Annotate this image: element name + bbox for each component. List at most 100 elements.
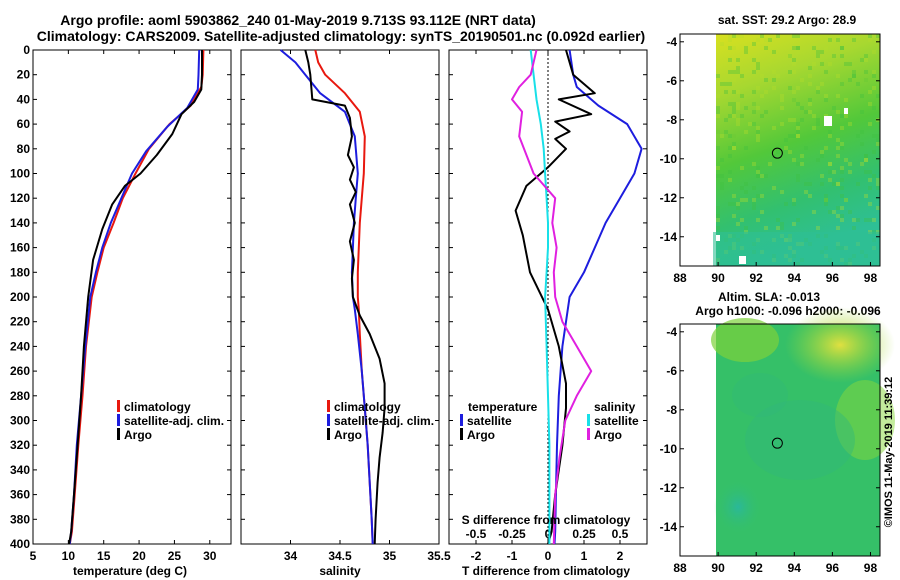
x-tick-label: 15 (97, 549, 111, 563)
s-tick-label: -0.25 (498, 527, 526, 541)
series-line-sat_s (529, 49, 551, 544)
sst-map-field (713, 34, 880, 266)
y-tick-label: 100 (10, 167, 30, 181)
y-tick-label: 400 (10, 537, 30, 551)
difference-legend: temperature satellite Argo salinity sate… (460, 400, 639, 442)
legend-label-satellite: satellite-adj. clim. (124, 414, 224, 428)
map-x-tick-label: 90 (711, 271, 725, 285)
legend-label-t-argo: Argo (467, 428, 495, 442)
x-tick-label: 2 (617, 549, 624, 563)
legend-swatch-climatology (327, 400, 330, 412)
missing-data-patch (716, 235, 720, 241)
s-tick-label: 0.5 (612, 527, 629, 541)
series-line-satellite (279, 49, 374, 545)
argo-position-marker (771, 437, 783, 449)
missing-data-patch (844, 108, 848, 114)
figure-title-line2: Climatology: CARS2009. Satellite-adjuste… (37, 28, 645, 44)
y-tick-label: 0 (23, 43, 30, 57)
map-x-tick-label: 98 (864, 561, 878, 575)
y-tick-label: 120 (10, 191, 30, 205)
legend-swatch-s-argo (587, 428, 590, 440)
sst-map-title: sat. SST: 29.2 Argo: 28.9 (718, 13, 857, 27)
y-tick-label: 220 (10, 315, 30, 329)
legend-label-t-satellite: satellite (467, 414, 512, 428)
legend-swatch-argo (327, 428, 330, 440)
t-difference-axis-label: T difference from climatology (462, 564, 630, 578)
map-y-tick-label: -14 (660, 230, 678, 244)
x-tick-label: 35 (383, 549, 397, 563)
y-tick-label: 160 (10, 241, 30, 255)
map-x-tick-label: 88 (673, 271, 687, 285)
x-tick-label: 20 (132, 549, 146, 563)
map-y-tick-label: -10 (660, 152, 678, 166)
y-tick-label: 180 (10, 265, 30, 279)
y-tick-label: 140 (10, 216, 30, 230)
series-line-climatology (314, 49, 374, 545)
legend-swatch-t-argo (460, 428, 463, 440)
y-tick-label: 300 (10, 414, 30, 428)
map-x-tick-label: 94 (788, 561, 802, 575)
legend-label-climatology: climatology (124, 400, 191, 414)
sla-map-title: Altim. SLA: -0.013 (718, 290, 820, 304)
x-tick-label: -2 (471, 549, 482, 563)
x-tick-label: 30 (203, 549, 217, 563)
map-x-tick-label: 96 (826, 271, 840, 285)
y-tick-label: 240 (10, 339, 30, 353)
map-y-tick-label: -4 (666, 325, 677, 339)
s-difference-axis-label: S difference from climatology (462, 513, 631, 527)
map-y-tick-label: -8 (666, 403, 677, 417)
map-x-tick-label: 92 (750, 271, 764, 285)
y-tick-label: 200 (10, 290, 30, 304)
legend-label-s-argo: Argo (594, 428, 622, 442)
y-tick-label: 280 (10, 389, 30, 403)
x-tick-label: 35.5 (427, 549, 451, 563)
missing-data-patch (739, 256, 746, 264)
map-x-tick-label: 98 (864, 271, 878, 285)
x-tick-label: 0 (545, 549, 552, 563)
legend-label-climatology: climatology (334, 400, 401, 414)
map-x-tick-label: 88 (673, 561, 687, 575)
map-x-tick-label: 92 (750, 561, 764, 575)
legend-label-argo: Argo (334, 428, 362, 442)
legend-swatch-satellite (327, 414, 330, 426)
y-tick-label: 80 (17, 142, 31, 156)
series-line-argo (304, 49, 386, 545)
series-line-satellite (553, 49, 643, 545)
difference-panel-frame (448, 49, 648, 545)
salinity-legend: climatology satellite-adj. clim. Argo (327, 400, 434, 442)
temperature-axis-label: temperature (deg C) (73, 564, 187, 578)
x-tick-label: 1 (581, 549, 588, 563)
map-y-tick-label: -12 (660, 191, 678, 205)
legend-swatch-t-satellite (460, 414, 463, 426)
y-tick-label: 360 (10, 488, 30, 502)
salinity-panel-frame (240, 49, 440, 545)
map-y-tick-label: -6 (666, 74, 677, 88)
x-tick-label: 34 (284, 549, 298, 563)
x-tick-label: 25 (168, 549, 182, 563)
map-y-tick-label: -10 (660, 442, 678, 456)
legend-swatch-satellite (117, 414, 120, 426)
salinity-axis-label: salinity (319, 564, 361, 578)
figure-title-line1: Argo profile: aoml 5903862_240 01-May-20… (60, 12, 535, 28)
map-y-tick-label: -4 (666, 35, 677, 49)
legend-swatch-climatology (117, 400, 120, 412)
argo-position-marker (771, 147, 783, 159)
x-tick-label: 5 (30, 549, 37, 563)
legend-label-s-satellite: satellite (594, 414, 639, 428)
sst-map-frame (679, 33, 881, 267)
map-x-tick-label: 90 (711, 561, 725, 575)
y-tick-label: 40 (17, 92, 31, 106)
x-tick-label: 34.5 (328, 549, 352, 563)
temperature-legend: climatology satellite-adj. clim. Argo (117, 400, 224, 442)
missing-data-patch (824, 116, 832, 126)
y-tick-label: 60 (17, 117, 31, 131)
map-x-tick-label: 94 (788, 271, 802, 285)
sla-map-frame (679, 323, 881, 557)
y-tick-label: 20 (17, 68, 31, 82)
s-tick-label: 0.25 (572, 527, 596, 541)
legend-label-satellite: satellite-adj. clim. (334, 414, 434, 428)
series-line-argo (68, 50, 203, 545)
y-tick-label: 320 (10, 438, 30, 452)
sla-map-field (711, 307, 895, 556)
